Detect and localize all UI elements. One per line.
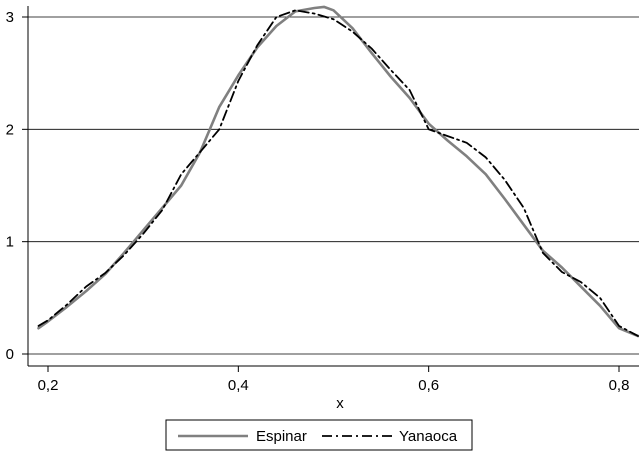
legend: Espinar Yanaoca	[165, 419, 473, 451]
series-layer	[37, 5, 639, 338]
series-line-espinar	[37, 5, 639, 338]
y-tick-label: 3	[6, 9, 14, 26]
x-tick-label: 0,6	[418, 377, 439, 394]
x-axis-title: x	[336, 395, 344, 412]
x-tick-label: 0,4	[228, 377, 249, 394]
series-line-yanaoca	[37, 9, 639, 337]
y-tick-label: 1	[6, 234, 14, 251]
x-tick-label: 0,2	[38, 377, 59, 394]
x-axis-ticks: 0,2 0,4 0,6 0,8	[38, 366, 630, 394]
x-tick-label: 0,8	[609, 377, 630, 394]
y-tick-label: 0	[6, 346, 14, 363]
legend-label-espinar: Espinar	[256, 428, 307, 445]
y-tick-label: 2	[6, 121, 14, 138]
legend-label-yanaoca: Yanaoca	[399, 428, 458, 445]
axes	[27, 6, 639, 367]
y-axis-ticks: 0 1 2 3	[6, 9, 28, 363]
